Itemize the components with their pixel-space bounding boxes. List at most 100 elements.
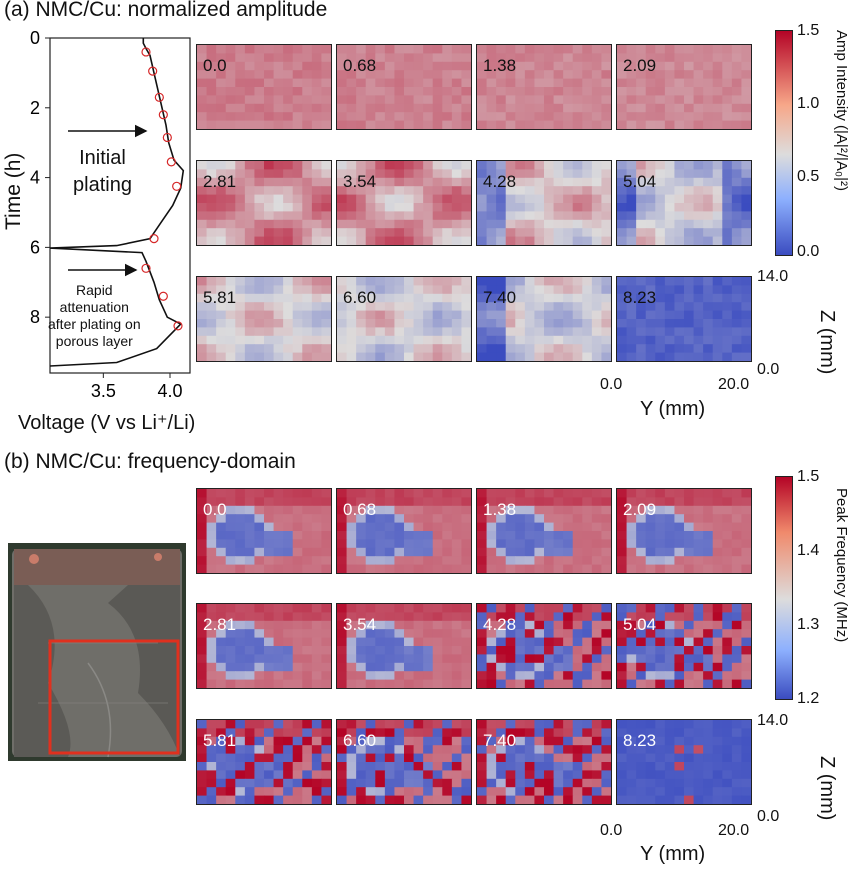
amp-cell (505, 161, 516, 170)
freq-cell (235, 604, 246, 613)
amp-cell (292, 61, 303, 71)
freq-cell (712, 736, 723, 746)
amp-cell (693, 310, 704, 320)
freq-cell (534, 522, 545, 532)
freq-cell (591, 662, 603, 672)
freq-cell (515, 654, 526, 664)
freq-cell (292, 556, 303, 566)
amp-cell (451, 70, 463, 80)
freq-cell (617, 522, 628, 532)
amp-cell (254, 319, 265, 328)
amp-cell (674, 70, 685, 80)
freq-cell (244, 531, 256, 540)
freq-cell (356, 547, 367, 557)
freq-cell (524, 654, 536, 664)
amp-cell (664, 277, 676, 286)
freq-cell (591, 522, 603, 532)
amp-cell (544, 78, 555, 88)
amp-cell (292, 310, 303, 320)
amp-cell (712, 277, 723, 286)
freq-cell (534, 556, 545, 566)
amp-cell (321, 277, 331, 286)
amp-cell (292, 177, 303, 187)
freq-cell (356, 728, 367, 738)
amp-cell (684, 53, 695, 63)
freq-cell (645, 612, 656, 622)
freq-cell (617, 736, 628, 746)
amp-cell (384, 236, 396, 245)
freq-cell (321, 787, 331, 797)
freq-cell (346, 671, 357, 681)
freq-cell (477, 795, 488, 804)
freq-cell (674, 505, 685, 515)
freq-cell (617, 795, 628, 804)
amp-cell (515, 236, 526, 245)
amp-cell (636, 319, 647, 328)
amp-cell (496, 53, 507, 63)
freq-cell (722, 762, 733, 771)
freq-cell (693, 497, 704, 507)
amp-cell (674, 120, 685, 129)
amp-cell (346, 61, 357, 71)
amp-cell (601, 169, 611, 179)
amp-cell (461, 120, 471, 129)
amp-cell (591, 112, 603, 122)
amp-cell (311, 228, 323, 238)
freq-cell (283, 637, 294, 647)
amp-cell (292, 335, 303, 345)
freq-cell (337, 762, 348, 771)
freq-cell (645, 662, 656, 672)
amp-cell (442, 277, 453, 286)
amp-cell (486, 61, 497, 71)
freq-cell (524, 728, 536, 738)
amp-cell (442, 335, 453, 345)
freq-cell (225, 753, 236, 763)
freq-cell (413, 637, 424, 647)
freq-tile: 1.38 (476, 488, 612, 574)
freq-cell (477, 736, 488, 746)
freq-cell (244, 629, 256, 639)
amp-cell (235, 219, 246, 229)
freq-cell (572, 522, 583, 532)
amp-cell (731, 61, 743, 71)
freq-cell (461, 505, 471, 515)
freq-cell (534, 787, 545, 797)
amp-cell (664, 293, 676, 303)
freq-cell (553, 629, 564, 639)
freq-cell (703, 604, 714, 613)
freq-cell (302, 787, 313, 797)
freq-cell (384, 564, 396, 573)
amp-cell (283, 78, 294, 88)
amp-time-label: 3.54 (343, 172, 377, 191)
freq-cell (524, 770, 536, 780)
freq-cell (264, 564, 275, 573)
amp-cell (626, 95, 637, 105)
amp-cell (617, 344, 628, 354)
amp-cell (617, 203, 628, 212)
freq-cell (563, 547, 574, 557)
amp-cell (394, 219, 405, 229)
amp-cell (337, 103, 348, 113)
amp-cell (486, 203, 497, 212)
freq-cell (375, 612, 386, 622)
amp-cell (601, 95, 611, 105)
amp-cell (292, 112, 303, 122)
amp-cell (486, 335, 497, 345)
freq-cell (273, 497, 284, 507)
amp-cell (254, 344, 265, 354)
freq-cell (534, 539, 545, 549)
amp-cell (321, 219, 331, 229)
freq-cell (582, 795, 593, 804)
amp-cell (283, 61, 294, 71)
amp-cell (423, 161, 434, 170)
freq-cell (216, 539, 227, 549)
amp-cell (264, 352, 275, 361)
amp-cell (413, 186, 424, 196)
amp-cell (496, 310, 507, 320)
amp-cell (442, 169, 453, 179)
freq-cell (461, 778, 471, 788)
amp-cell (524, 277, 536, 286)
freq-cell (283, 629, 294, 639)
amp-cell (486, 112, 497, 122)
freq-cell (264, 604, 275, 613)
